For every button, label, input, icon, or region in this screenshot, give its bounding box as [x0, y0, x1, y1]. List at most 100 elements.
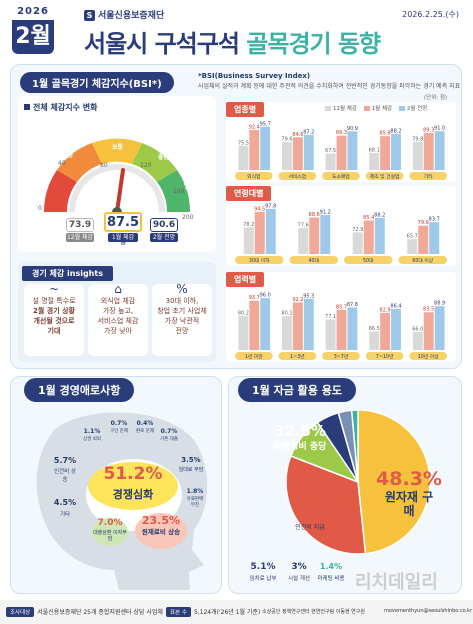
bar-value: 66.0: [412, 326, 423, 332]
pie-label-facility: 시설 개선: [288, 576, 310, 582]
category-pill: [235, 256, 284, 264]
legend-dec: 12월 체감: [333, 106, 357, 112]
difficulty-label-8: 상권 쇠퇴: [83, 437, 101, 442]
logo-icon: S: [84, 10, 95, 21]
insight-3-line2: 창업 초기 사업체: [157, 307, 207, 315]
funds-pie: [285, 409, 431, 555]
title-part-a: 서울시 구석구석: [84, 30, 240, 58]
pie-label-labor: 인건비 지급: [295, 524, 325, 531]
bar-value: 92.2: [292, 297, 303, 303]
legend-feb: 2월 전망: [406, 106, 428, 112]
bar-2월 전망-30대 이하: [265, 208, 276, 254]
bar-2월 전망-10년 이상: [434, 306, 445, 350]
category-label: 외식업: [247, 173, 260, 180]
bar-value: 79.6: [281, 137, 292, 143]
bar-value: 94.5: [254, 206, 265, 212]
bar-1월 체감-60대 이상: [418, 225, 429, 254]
bar-value: 79.8: [412, 136, 423, 142]
bar-value: 80.1: [281, 311, 292, 317]
page-title: 서울시 구석구석 골목경기 동향: [84, 24, 381, 59]
bar-value: 95.7: [260, 121, 271, 127]
pie-pct-rent: 5.1%: [250, 562, 276, 572]
category-pill: [344, 256, 393, 264]
category-label: 7~10년: [376, 353, 394, 360]
gauge-seg-good: [132, 143, 177, 182]
difficulty-pct-6: 3.5%: [181, 456, 201, 464]
category-pill: [289, 256, 338, 264]
chart-industry-title: 업종별: [226, 102, 265, 117]
bar-value: 91.2: [320, 210, 331, 216]
gauge-seg-very-bad: [43, 170, 77, 212]
category-pill: [235, 352, 273, 360]
year-label: 2026: [17, 6, 49, 17]
footer-email[interactable]: movementhyun@seoulshinbo.co.kr: [384, 608, 473, 614]
category-label: 50대: [363, 257, 374, 264]
footer-survey-text: 서울신용보증재단 25개 종합지원센터 상담 사업체: [37, 609, 163, 616]
bar-value: 72.9: [352, 227, 363, 233]
bar-2월 전망-40대: [320, 215, 331, 254]
bar-value: 84.6: [292, 132, 303, 138]
bar-value: 85.4: [363, 215, 374, 221]
bar-1월 체감-7~10년: [380, 312, 391, 350]
bar-12월 체감-40대: [298, 227, 309, 254]
bubble-interest: [92, 518, 128, 546]
bar-1월 체감-10년 이상: [423, 312, 434, 350]
bar-value: 87.8: [347, 302, 358, 308]
bar-2월 전망-제조 및 건설업: [391, 133, 401, 170]
bsi-note-title: *BSI(Business Survey Index): [198, 72, 311, 80]
category-pill: [322, 352, 360, 360]
tick-160: 160: [173, 188, 185, 195]
insight-1-line4: 기대: [47, 327, 61, 335]
category-pill: [409, 172, 447, 180]
pie-pct-marketing: 1.4%: [319, 562, 343, 571]
pie-pct-labor: 9.6%: [297, 510, 323, 520]
publish-date: 2026.2.25.(수): [402, 10, 459, 19]
category-label: 60대 이상: [412, 257, 433, 264]
bar-value: 77.1: [325, 314, 336, 320]
bar-value: 86.3: [336, 130, 347, 136]
difficulty-pct-3: 7.0%: [97, 518, 123, 528]
tick-0: 0: [38, 205, 42, 212]
footer-tag-sample: 표본 수: [166, 607, 191, 617]
title-part-b: 골목경기 동향: [246, 30, 381, 58]
pie-pct-operating: 32.5%: [273, 422, 327, 440]
bar-1월 체감-30대 이하: [254, 211, 265, 254]
insight-1-line2: 2월 경기 상황: [33, 307, 75, 315]
bsi-note-text: 사업체의 실적과 계획 등에 대한 주관적 의견을 수치화하여 전반적인 경기동…: [198, 83, 461, 90]
chart-industry: 업종별 75.5 92.4 95.7 외식업 79.6 84.6 87.2 서비스업 67.5 8…: [226, 102, 456, 182]
bar-value: 66.5: [369, 326, 380, 332]
category-label: 30대 이하: [249, 257, 270, 264]
difficulty-pct-9: 0.7%: [110, 420, 128, 427]
pie-pct-facility: 3%: [291, 562, 307, 572]
chart-tenure-svg: 80.2 93.7 96.0 1년 미만 80.1 92.295.3 1~3년 77.185.…: [235, 293, 447, 360]
bar-12월 체감-1~3년: [282, 316, 292, 350]
footer-researcher: 소상공인 정책연구센터 현연언구팀 이동현 연구원: [262, 609, 365, 615]
difficulty-label-2: 원재료비 상승: [141, 528, 181, 536]
category-pill: [365, 352, 404, 360]
funds-title: 1월 자금 활용 용도: [238, 378, 356, 402]
category-pill: [278, 172, 317, 180]
pie-label-marketing: 마케팅 비용: [317, 576, 345, 582]
insight-1: ~ 설 명절 특수로 2월 경기 상황 개선될 것으로 기대: [24, 282, 84, 356]
category-label: 1년 미만: [245, 353, 263, 360]
category-pill: [365, 172, 404, 180]
insight-2-line4: 가장 낮아: [104, 327, 132, 335]
category-pill: [235, 172, 273, 180]
bar-value: 89.3: [423, 127, 434, 133]
pie-label-operating: 운영경비 충당: [273, 442, 327, 452]
difficulty-label-1: 경쟁심화: [112, 488, 154, 501]
bar-1월 체감-3~7년: [336, 309, 347, 350]
difficulty-label-4: 인건비 상승: [54, 469, 76, 483]
bar-value: 65.7: [407, 234, 418, 240]
bar-12월 체감-서비스업: [282, 142, 292, 170]
bar-value: 91.0: [434, 126, 445, 132]
bar-12월 체감-10년 이상: [412, 331, 423, 350]
feb-value: 90.6: [150, 218, 178, 232]
pie-pct-materials: 48.3%: [376, 468, 442, 490]
wave-icon: ~: [48, 282, 60, 296]
difficulty-pct-10: 0.4%: [136, 420, 154, 427]
bubble-competition: [88, 462, 178, 510]
gauge-seg-bad: [57, 143, 102, 182]
category-label: 3~7년: [334, 353, 349, 360]
footer: 조사대상 서울신용보증재단 25개 종합지원센터 상담 사업체 표본 수 5,124…: [0, 600, 473, 624]
